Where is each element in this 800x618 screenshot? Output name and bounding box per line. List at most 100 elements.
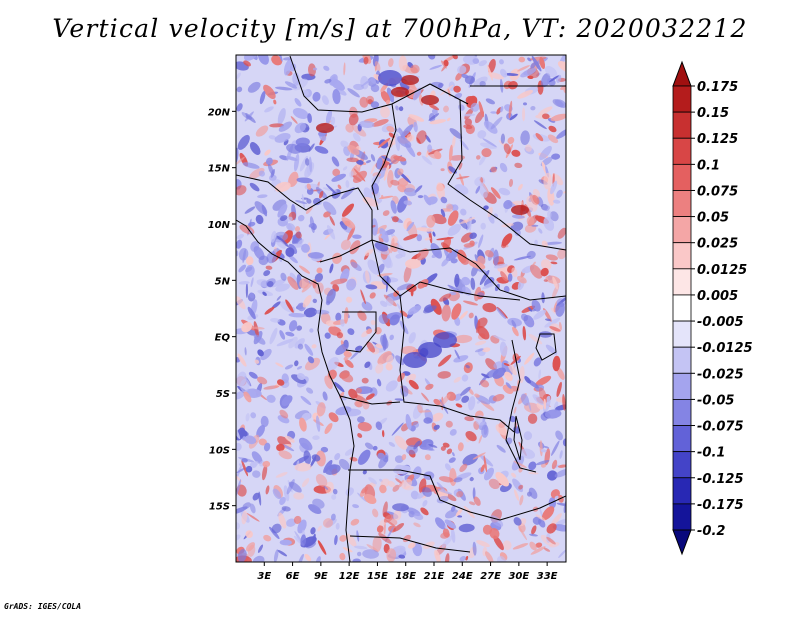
colorbar-swatch (672, 216, 692, 244)
velocity-cell (555, 430, 563, 441)
velocity-cell (545, 318, 552, 322)
velocity-cell (540, 267, 549, 277)
velocity-cell (496, 444, 506, 453)
velocity-cell (529, 541, 537, 551)
velocity-cell (378, 532, 392, 544)
velocity-cell (237, 353, 247, 367)
velocity-cell (236, 72, 241, 79)
velocity-cell (285, 331, 295, 337)
colorbar-swatch (672, 111, 692, 139)
velocity-cell (242, 249, 246, 263)
velocity-cell (551, 153, 561, 160)
velocity-cell (535, 542, 543, 548)
velocity-cell (312, 435, 320, 441)
velocity-cell (281, 506, 291, 512)
colorbar-label: -0.175 (697, 498, 744, 513)
velocity-cell (393, 290, 400, 297)
velocity-cell (330, 278, 348, 285)
velocity-cell (464, 416, 475, 422)
velocity-cell (495, 424, 508, 436)
velocity-cell (294, 226, 301, 232)
colorbar-label: -0.005 (697, 315, 744, 330)
velocity-cell (444, 519, 457, 529)
lon-tick-label: 24E (452, 571, 473, 582)
velocity-cell (293, 515, 302, 524)
colorbar-swatch (672, 85, 692, 113)
velocity-cell (287, 276, 299, 290)
velocity-cell (299, 417, 307, 432)
velocity-cell (301, 478, 310, 488)
velocity-cell (503, 363, 510, 366)
velocity-cell (441, 534, 454, 548)
velocity-cell (433, 424, 440, 430)
lon-tick-label: 12E (339, 571, 360, 582)
velocity-cell (323, 518, 333, 528)
velocity-cell (290, 116, 298, 124)
velocity-cell (241, 458, 248, 463)
colorbar-label: 0.1 (697, 158, 720, 173)
velocity-cell (395, 478, 402, 484)
velocity-cell (476, 155, 481, 160)
velocity-cell (550, 261, 558, 265)
velocity-cell (317, 540, 327, 555)
velocity-cell (354, 400, 363, 408)
velocity-cell (396, 244, 406, 257)
velocity-cell (289, 272, 297, 283)
velocity-cell (450, 258, 458, 264)
velocity-cell (335, 343, 349, 356)
velocity-cell (397, 136, 412, 148)
velocity-cell (365, 393, 375, 400)
velocity-cell (377, 137, 391, 148)
velocity-cell (523, 102, 527, 106)
colorbar-swatch (672, 242, 692, 270)
velocity-cell (519, 365, 525, 384)
lat-tick-label: 15S (209, 502, 230, 513)
velocity-cell (465, 364, 470, 369)
velocity-cell (257, 194, 268, 199)
velocity-cell (479, 80, 486, 87)
velocity-cell (440, 445, 446, 451)
velocity-cell (469, 232, 477, 239)
velocity-cell (249, 167, 265, 179)
velocity-cell (295, 137, 310, 147)
velocity-cell (481, 148, 492, 158)
velocity-cell (502, 540, 512, 551)
velocity-cell (357, 422, 372, 432)
velocity-cell (372, 508, 379, 518)
velocity-cell (547, 210, 552, 219)
velocity-cell (251, 451, 263, 464)
velocity-cell (345, 487, 355, 496)
velocity-cell (271, 55, 283, 66)
velocity-cell (485, 551, 494, 562)
velocity-cell (344, 448, 355, 456)
velocity-cell (389, 314, 400, 326)
lon-tick-label: 18E (395, 571, 416, 582)
velocity-cell (390, 154, 400, 165)
velocity-cell (449, 128, 463, 139)
velocity-cell (474, 393, 480, 398)
velocity-cell (511, 319, 517, 329)
velocity-cell (483, 455, 488, 473)
velocity-cell (266, 394, 276, 403)
velocity-cell (535, 375, 552, 387)
velocity-cell (394, 474, 404, 481)
velocity-cell (236, 156, 246, 166)
velocity-cell (548, 497, 557, 509)
velocity-cell (236, 425, 241, 440)
velocity-cell (236, 296, 246, 310)
velocity-cell (350, 347, 363, 360)
velocity-cell (343, 350, 352, 358)
velocity-cell (413, 121, 418, 133)
velocity-cell (403, 233, 418, 241)
velocity-cell (253, 334, 266, 345)
velocity-cell (279, 215, 288, 222)
velocity-cell (455, 508, 463, 517)
colorbar: 0.175 0.15 0.125 0.1 0.075 0.05 0.025 0.0125 0.0… (672, 60, 753, 556)
velocity-cell (463, 124, 473, 130)
velocity-cell (306, 183, 312, 190)
velocity-cell (480, 379, 490, 388)
velocity-cell (262, 291, 267, 296)
velocity-cell (360, 289, 366, 305)
velocity-cell (436, 482, 446, 492)
